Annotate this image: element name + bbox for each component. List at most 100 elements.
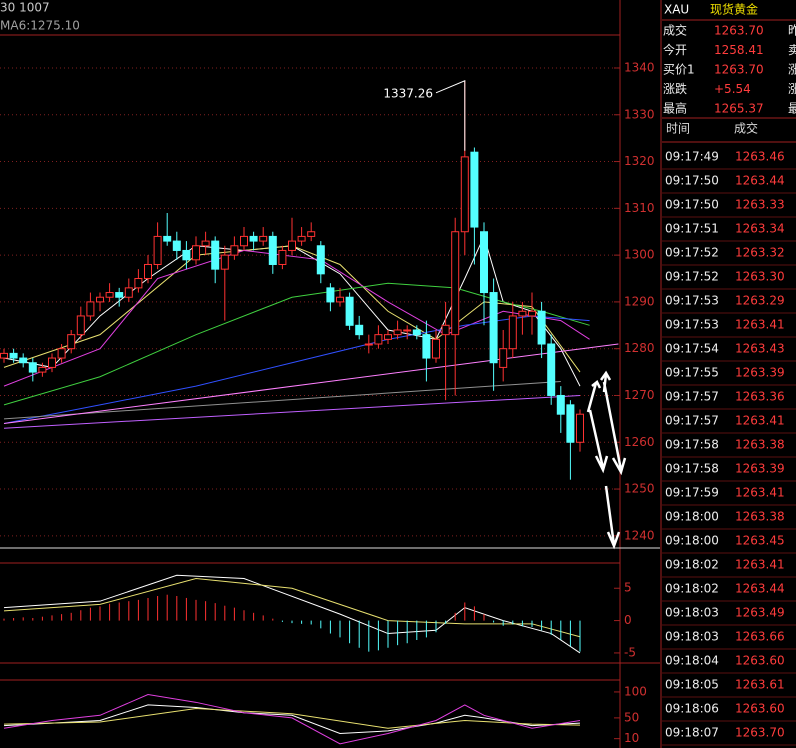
- indicator-line: [3, 578, 581, 638]
- candle-body: [172, 240, 181, 251]
- trade-price: 1263.38: [735, 510, 785, 524]
- trade-price: 1263.66: [735, 630, 785, 644]
- quote-extra: 昨: [788, 24, 796, 38]
- candle-body: [499, 348, 508, 368]
- candle-body: [86, 301, 95, 317]
- trade-time: 09:18:06: [665, 702, 719, 716]
- candle-body: [393, 329, 402, 336]
- candle-body: [230, 245, 239, 256]
- quote-label: 成交: [663, 23, 687, 38]
- trade-price: 1263.41: [735, 558, 785, 572]
- trade-time: 09:17:50: [665, 174, 719, 188]
- candle-body: [480, 231, 488, 294]
- candle-body: [96, 296, 104, 303]
- trade-time: 09:17:49: [665, 150, 719, 164]
- trade-price: 1263.32: [735, 246, 785, 260]
- trade-time: 09:18:03: [665, 606, 719, 620]
- candle-body: [364, 343, 373, 346]
- arrow: [604, 485, 621, 550]
- y-tick-label: 1310: [624, 201, 655, 215]
- candle-body: [19, 357, 28, 364]
- candle-body: [115, 292, 124, 298]
- candle-body: [278, 249, 287, 265]
- indicator-line: [3, 708, 581, 729]
- trade-price: 1263.49: [735, 606, 785, 620]
- candle-body: [67, 334, 76, 350]
- trade-time: 09:18:02: [665, 558, 719, 572]
- y-tick-label: 1320: [624, 154, 655, 168]
- y-tick-label: 100: [624, 684, 647, 698]
- trade-time: 09:17:52: [665, 270, 719, 284]
- trade-time: 09:17:57: [665, 414, 719, 428]
- trade-time: 09:18:02: [665, 582, 719, 596]
- indicator-line: [3, 315, 590, 425]
- trade-time: 09:18:00: [665, 510, 719, 524]
- candle-body: [528, 310, 536, 317]
- candle-body: [336, 296, 344, 303]
- quote-label: 涨跌: [663, 81, 687, 96]
- candle-body: [556, 394, 565, 415]
- trade-time: 09:17:54: [665, 342, 719, 356]
- y-tick-label: 10: [624, 731, 639, 745]
- candle-body: [163, 235, 172, 242]
- quote-extra: 涨: [788, 81, 796, 96]
- column-header: 时间: [666, 122, 690, 136]
- indicator-line: [3, 234, 581, 387]
- candle-body: [192, 245, 200, 261]
- candle-body: [105, 292, 114, 298]
- candle-body: [259, 235, 268, 242]
- trade-price: 1263.43: [735, 342, 785, 356]
- arrows: [586, 370, 627, 550]
- trade-price: 1263.45: [735, 534, 785, 548]
- indicator-line: [3, 343, 619, 425]
- trade-time: 09:18:05: [665, 678, 719, 692]
- candle-body: [48, 357, 56, 368]
- trade-time: 09:17:53: [665, 318, 719, 332]
- trade-price: 1263.41: [735, 318, 785, 332]
- trade-time: 09:17:50: [665, 198, 719, 212]
- quote-value: 1263.70: [714, 63, 764, 77]
- candle-body: [403, 329, 412, 332]
- candle-body: [220, 254, 229, 270]
- trade-time: 09:17:53: [665, 294, 719, 308]
- symbol-name: 现货黄金: [710, 2, 758, 17]
- ma-label: MA6:1275.10: [0, 19, 80, 33]
- trade-price: 1263.34: [735, 222, 785, 236]
- candle-body: [451, 231, 460, 336]
- arrow: [586, 380, 602, 413]
- trade-price: 1263.36: [735, 390, 785, 404]
- candle-body: [268, 235, 277, 265]
- indicator-line: [3, 282, 590, 406]
- candle-body: [9, 352, 18, 359]
- quote-extra: 卖: [788, 43, 796, 57]
- trade-price: 1263.39: [735, 462, 785, 476]
- trade-time: 09:17:58: [665, 462, 719, 476]
- candle-body: [441, 324, 450, 336]
- candle-body: [201, 240, 210, 247]
- trade-price: 1263.44: [735, 174, 785, 188]
- candle-body: [470, 151, 479, 228]
- candle-body: [288, 240, 296, 251]
- y-tick-label: 1340: [624, 60, 655, 74]
- candle-body: [432, 338, 440, 359]
- header-top: 30 1007: [0, 1, 50, 15]
- trade-time: 09:17:55: [665, 366, 719, 380]
- trade-time: 09:17:59: [665, 486, 719, 500]
- y-tick-label: 1300: [624, 248, 655, 262]
- quote-label: 最高: [663, 101, 687, 116]
- trade-price: 1263.60: [735, 654, 785, 668]
- candle-body: [307, 231, 316, 237]
- y-tick-label: 1280: [624, 341, 655, 355]
- candle-body: [384, 334, 392, 340]
- candle-body: [124, 287, 133, 298]
- indicator-line: [3, 394, 581, 429]
- trade-time: 09:17:57: [665, 390, 719, 404]
- trade-price: 1263.38: [735, 438, 785, 452]
- quote-extra: 涨: [788, 62, 796, 77]
- trade-time: 09:17:58: [665, 438, 719, 452]
- trade-time: 09:18:04: [665, 654, 719, 668]
- candle-body: [211, 240, 220, 270]
- indicator-line: [3, 245, 581, 373]
- y-tick-label: 50: [624, 710, 639, 724]
